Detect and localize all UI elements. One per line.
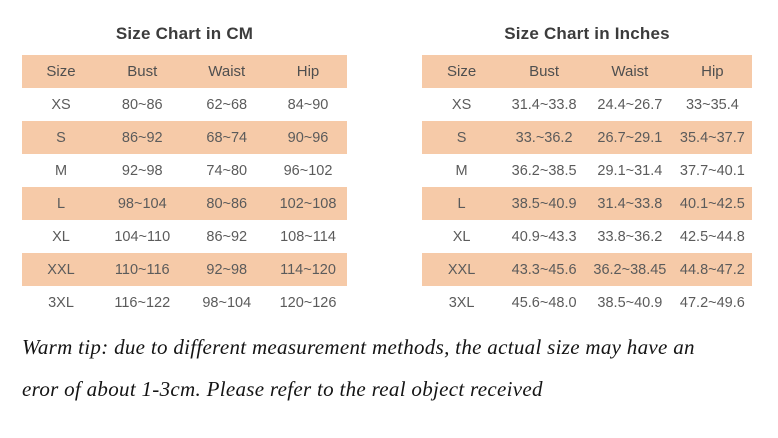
- table-cell: 38.5~40.9: [597, 294, 663, 311]
- column-header: Hip: [701, 63, 724, 80]
- table-cell: 35.4~37.7: [679, 129, 745, 146]
- column-header: Waist: [208, 63, 246, 80]
- table-row: 3XL 116~122 98~104 120~126: [22, 286, 347, 319]
- table-cell: 31.4~33.8: [597, 195, 663, 212]
- table-cell: 86~92: [121, 129, 163, 146]
- table-cell: 40.9~43.3: [511, 228, 577, 245]
- table-cell: 114~120: [280, 261, 336, 278]
- size-chart-inches: Size Chart in Inches Size Bust Waist Hip XS…: [422, 24, 752, 319]
- table-cell: 44.8~47.2: [679, 261, 745, 278]
- column-header: Bust: [529, 63, 560, 80]
- table-cell: 86~92: [206, 228, 248, 245]
- table-cell: L: [457, 195, 466, 212]
- table-cell: 92~98: [206, 261, 248, 278]
- table-cell: 92~98: [121, 162, 163, 179]
- table-cell: 37.7~40.1: [679, 162, 745, 179]
- table-cell: 102~108: [279, 195, 337, 212]
- table-cell: 74~80: [206, 162, 248, 179]
- table-cell: XXL: [447, 261, 476, 278]
- table-cell: XS: [451, 96, 472, 113]
- table-row: L 98~104 80~86 102~108: [22, 187, 347, 220]
- table-cell: 31.4~33.8: [511, 96, 577, 113]
- table-cell: 116~122: [114, 294, 171, 311]
- table-cell: S: [56, 129, 66, 146]
- table-cell: 62~68: [206, 96, 248, 113]
- table-cell: 3XL: [48, 294, 74, 311]
- table-row: XXL 110~116 92~98 114~120: [22, 253, 347, 286]
- table-cell: 38.5~40.9: [511, 195, 577, 212]
- table-cell: 90~96: [287, 129, 329, 146]
- table-row: L 38.5~40.9 31.4~33.8 40.1~42.5: [422, 187, 752, 220]
- column-header: Size: [447, 63, 477, 80]
- table-cell: 24.4~26.7: [597, 96, 663, 113]
- table-header-row: Size Bust Waist Hip: [422, 55, 752, 88]
- table-row: XXL 43.3~45.6 36.2~38.45 44.8~47.2: [422, 253, 752, 286]
- table-cell: 108~114: [280, 228, 336, 245]
- column-header: Size: [46, 63, 76, 80]
- size-table-cm: Size Bust Waist Hip XS 80~86 62~68 84~90 S 86~92…: [22, 55, 347, 319]
- table-row: S 33.~36.2 26.7~29.1 35.4~37.7: [422, 121, 752, 154]
- table-cell: 104~110: [114, 228, 171, 245]
- table-cell: 3XL: [448, 294, 475, 311]
- size-table-inches: Size Bust Waist Hip XS 31.4~33.8 24.4~26.7 33~…: [422, 55, 752, 319]
- table-row: XS 80~86 62~68 84~90: [22, 88, 347, 121]
- table-cell: 110~116: [114, 261, 170, 278]
- table-cell: 33.8~36.2: [597, 228, 663, 245]
- warm-tip-note: Warm tip: due to different measurement m…: [22, 326, 762, 410]
- table-cell: 96~102: [283, 162, 333, 179]
- column-header: Waist: [611, 63, 649, 80]
- table-cell: 29.1~31.4: [597, 162, 663, 179]
- table-cell: 33~35.4: [685, 96, 739, 113]
- table-header-row: Size Bust Waist Hip: [22, 55, 347, 88]
- table-cell: XS: [51, 96, 71, 113]
- chart-title-inches: Size Chart in Inches: [504, 24, 670, 43]
- table-cell: M: [455, 162, 468, 179]
- table-cell: 98~104: [202, 294, 252, 311]
- size-charts-container: Size Chart in CM Size Bust Waist Hip XS 80~8…: [22, 24, 752, 319]
- column-header: Bust: [127, 63, 158, 80]
- table-cell: 47.2~49.6: [679, 294, 745, 311]
- table-row: XL 104~110 86~92 108~114: [22, 220, 347, 253]
- warm-tip-line-2: eror of about 1-3cm. Please refer to the…: [22, 377, 543, 401]
- table-cell: 98~104: [117, 195, 167, 212]
- table-cell: M: [54, 162, 68, 179]
- table-cell: XXL: [47, 261, 75, 278]
- table-body-inches: XS 31.4~33.8 24.4~26.7 33~35.4 S 33.~36.2 26.7…: [422, 88, 752, 319]
- table-cell: L: [56, 195, 66, 212]
- table-cell: XL: [452, 228, 471, 245]
- table-row: M 36.2~38.5 29.1~31.4 37.7~40.1: [422, 154, 752, 187]
- table-cell: S: [456, 129, 467, 146]
- table-cell: 45.6~48.0: [511, 294, 577, 311]
- table-cell: 68~74: [206, 129, 248, 146]
- table-row: 3XL 45.6~48.0 38.5~40.9 47.2~49.6: [422, 286, 752, 319]
- table-cell: 36.2~38.45: [593, 261, 667, 278]
- table-cell: 36.2~38.5: [511, 162, 577, 179]
- table-cell: 84~90: [287, 96, 329, 113]
- warm-tip-line-1: Warm tip: due to different measurement m…: [22, 335, 695, 359]
- table-cell: 42.5~44.8: [679, 228, 745, 245]
- table-row: XS 31.4~33.8 24.4~26.7 33~35.4: [422, 88, 752, 121]
- table-cell: 120~126: [279, 294, 337, 311]
- table-row: S 86~92 68~74 90~96: [22, 121, 347, 154]
- table-cell: 80~86: [121, 96, 163, 113]
- table-cell: 40.1~42.5: [679, 195, 745, 212]
- table-cell: 26.7~29.1: [597, 129, 663, 146]
- table-cell: XL: [52, 228, 70, 245]
- chart-title-cm: Size Chart in CM: [115, 24, 254, 43]
- table-cell: 80~86: [206, 195, 248, 212]
- table-row: XL 40.9~43.3 33.8~36.2 42.5~44.8: [422, 220, 752, 253]
- column-header: Hip: [296, 63, 320, 80]
- table-row: M 92~98 74~80 96~102: [22, 154, 347, 187]
- table-cell: 33.~36.2: [515, 129, 573, 146]
- table-cell: 43.3~45.6: [511, 261, 577, 278]
- table-body-cm: XS 80~86 62~68 84~90 S 86~92 68~74 90~96 M 92~98 7…: [22, 88, 347, 319]
- size-chart-cm: Size Chart in CM Size Bust Waist Hip XS 80~8…: [22, 24, 347, 319]
